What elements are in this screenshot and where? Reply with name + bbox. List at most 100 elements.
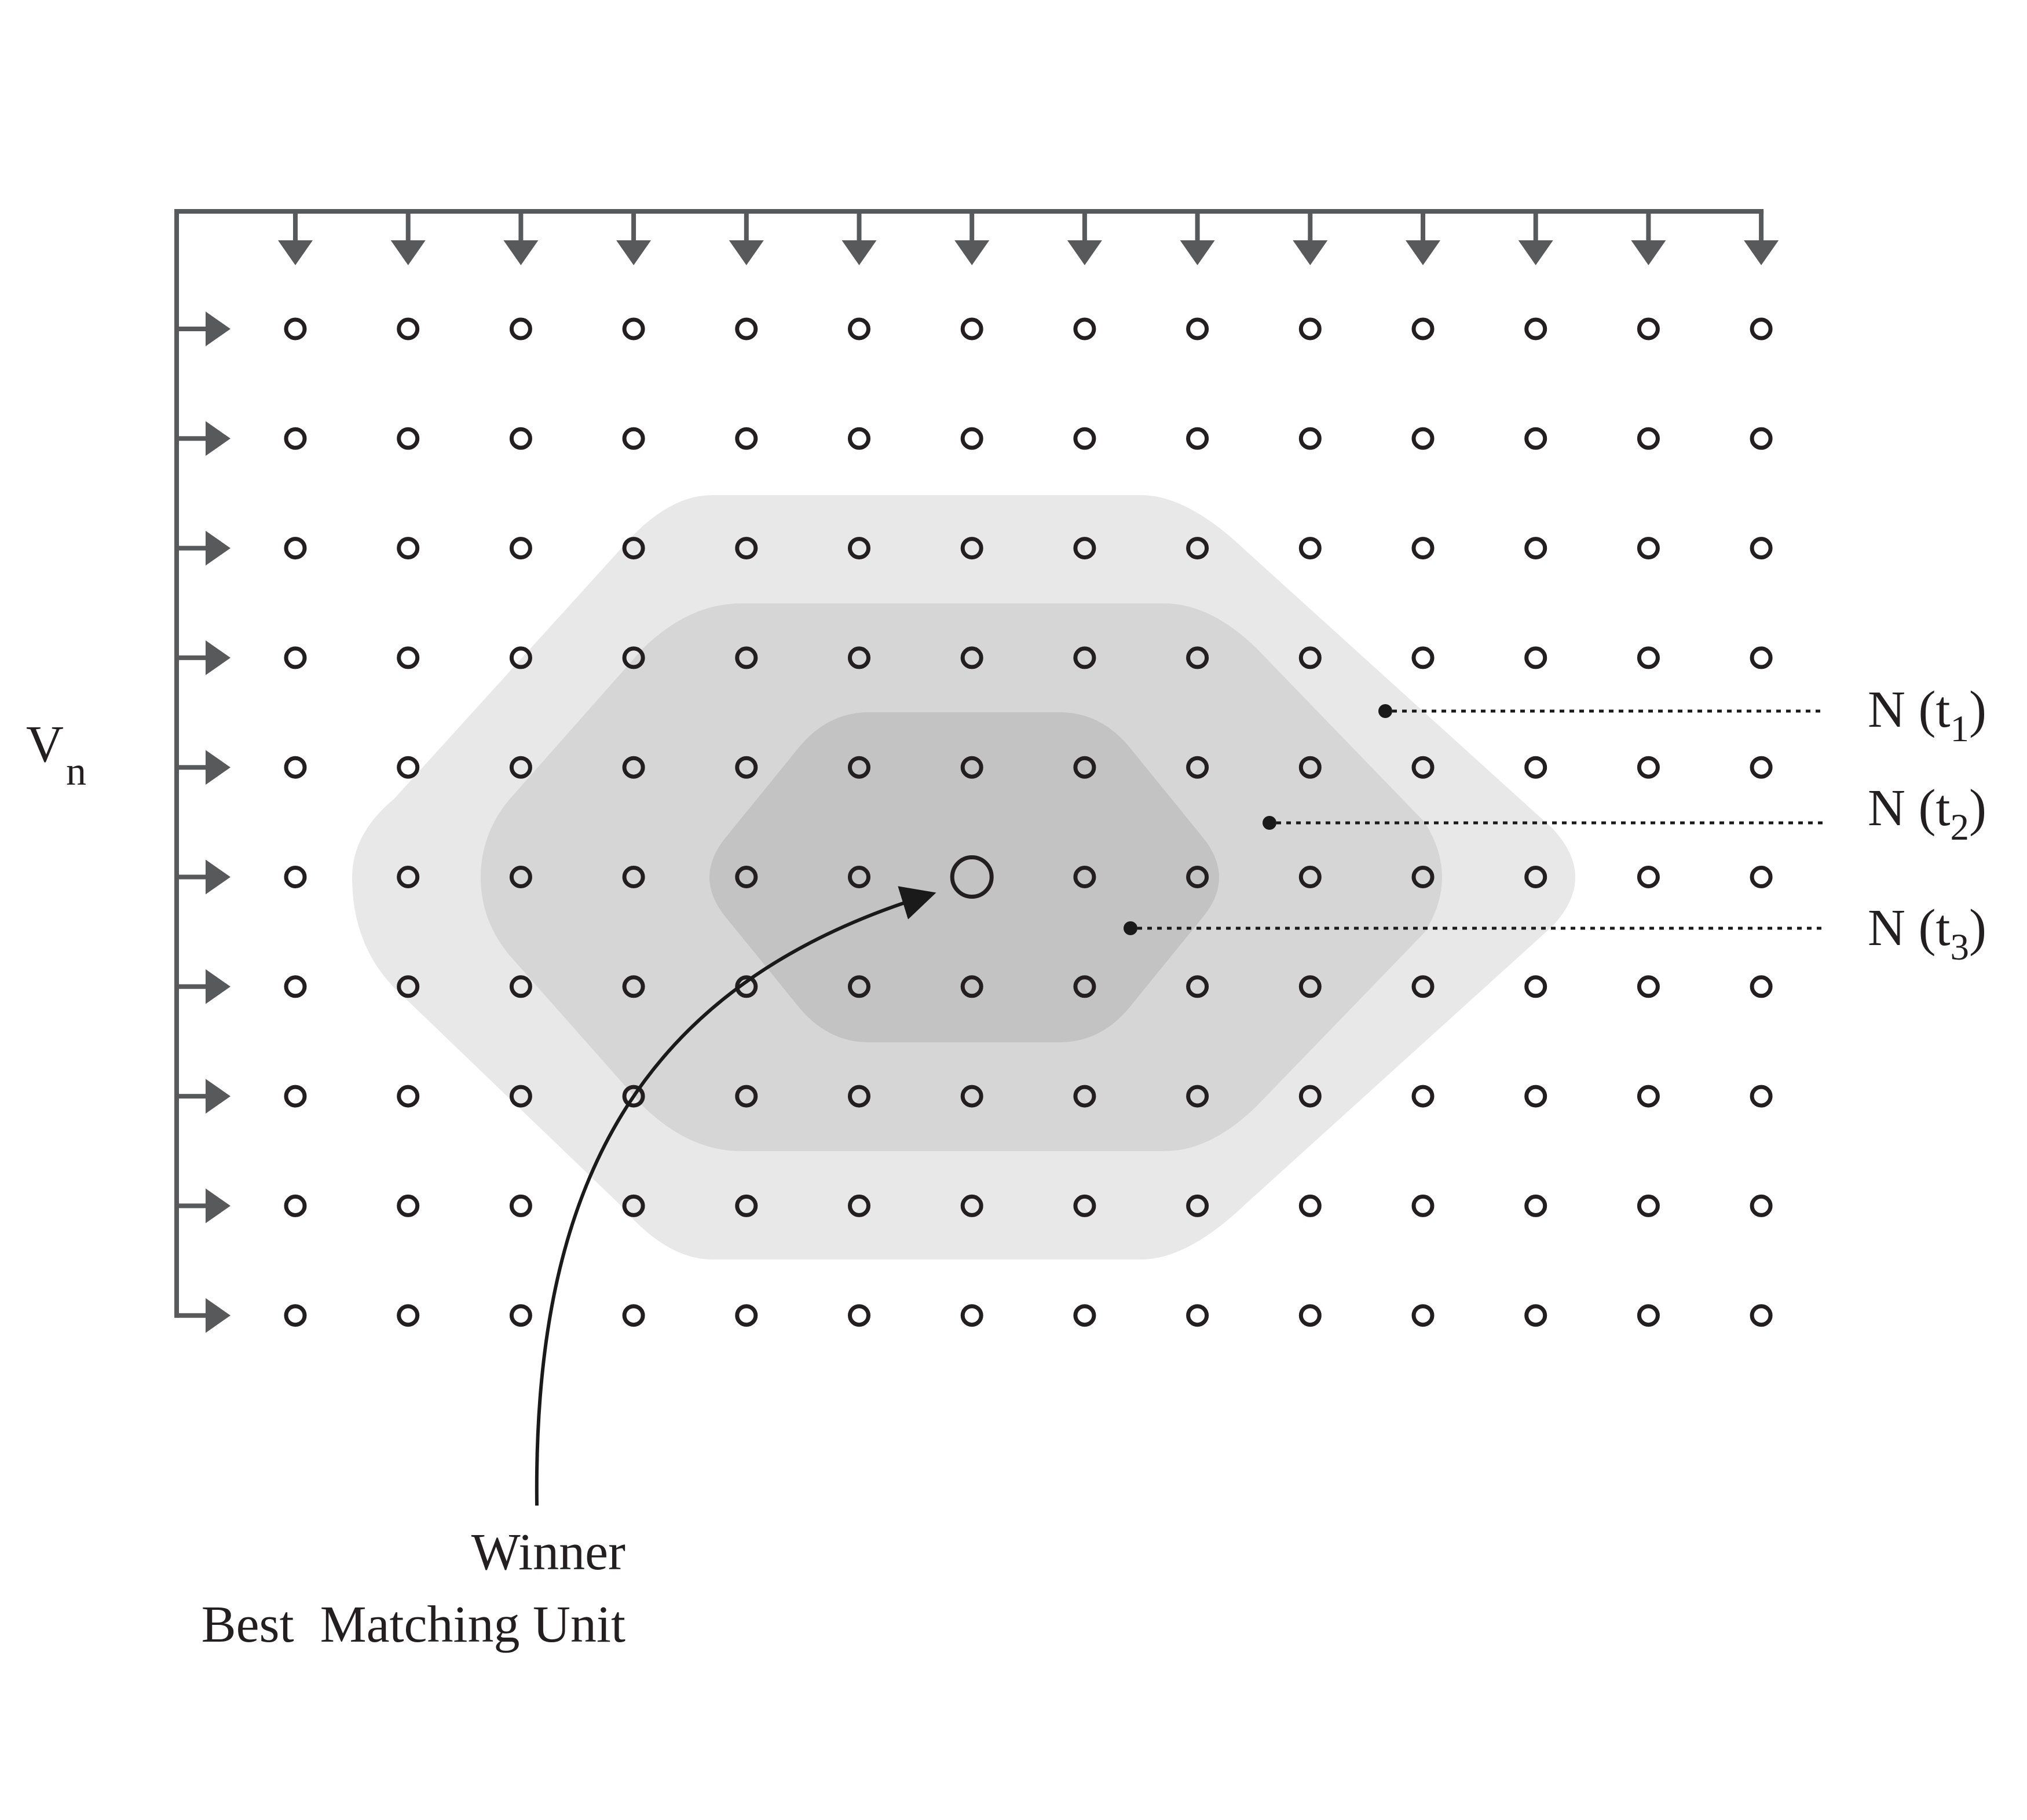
neuron-node — [284, 756, 307, 779]
neuron-node — [1411, 975, 1435, 998]
neuron-node — [1637, 1194, 1660, 1217]
input-vector-label: Vn — [26, 716, 86, 794]
neuron-node — [1750, 756, 1773, 779]
neuron-node — [397, 1085, 420, 1108]
neuron-node — [397, 537, 420, 560]
neuron-node — [1186, 1304, 1209, 1327]
neuron-node — [1637, 427, 1660, 450]
neuron-node — [735, 756, 758, 779]
label-t2-suffix: ) — [1969, 779, 1986, 837]
neuron-node — [848, 866, 870, 888]
input-column-arrowhead — [729, 240, 764, 265]
label-t3-suffix: ) — [1969, 899, 1986, 957]
neuron-node — [1524, 1304, 1547, 1327]
neuron-node — [397, 317, 420, 340]
best-matching-unit-label: Best Matching Unit — [202, 1596, 625, 1653]
neuron-node — [1298, 1194, 1322, 1217]
neuron-node — [1637, 646, 1660, 669]
neuron-node — [509, 1085, 532, 1108]
neuron-node — [735, 317, 758, 340]
input-column-arrowhead — [954, 240, 990, 265]
input-row-arrowhead — [206, 1188, 230, 1224]
neuron-node — [622, 537, 645, 560]
input-row-arrowhead — [206, 750, 230, 785]
neuron-node — [735, 646, 758, 669]
neuron-node — [960, 1085, 983, 1108]
neuron-node — [397, 756, 420, 779]
neuron-node — [1750, 537, 1773, 560]
neuron-node — [1411, 756, 1435, 779]
neuron-node — [397, 975, 420, 998]
leader-dot-t1 — [1378, 704, 1392, 718]
neuron-node — [1186, 975, 1209, 998]
input-column-arrowhead — [616, 240, 652, 265]
label-t2-subscript: 2 — [1950, 807, 1969, 848]
neuron-node — [1186, 1085, 1209, 1108]
neuron-node — [1298, 1085, 1322, 1108]
neuron-node — [1524, 1194, 1547, 1217]
input-column-arrowhead — [1406, 240, 1440, 265]
winner-neuron — [950, 855, 994, 899]
neuron-node — [960, 646, 983, 669]
neuron-node — [1073, 537, 1096, 560]
neuron-node — [960, 317, 983, 340]
neuron-node — [397, 866, 420, 888]
input-row-arrowhead — [206, 640, 230, 675]
neuron-node — [509, 756, 532, 779]
neuron-node — [735, 427, 758, 450]
neuron-node — [1524, 537, 1547, 560]
neuron-node — [397, 646, 420, 669]
neuron-node — [284, 975, 307, 998]
neuron-node — [1073, 756, 1096, 779]
neuron-node — [1750, 1194, 1773, 1217]
neuron-node — [622, 317, 645, 340]
neuron-node — [1524, 756, 1547, 779]
neuron-node — [960, 1194, 983, 1217]
neuron-node — [735, 1194, 758, 1217]
neuron-node — [1073, 646, 1096, 669]
neuron-node — [397, 427, 420, 450]
neuron-node — [509, 317, 532, 340]
neuron-node — [397, 1304, 420, 1327]
neuron-node — [1073, 866, 1096, 888]
input-column-arrowhead — [841, 240, 877, 265]
leader-dot-t3 — [1124, 921, 1137, 935]
neuron-node — [1073, 427, 1096, 450]
neuron-node — [1298, 646, 1322, 669]
input-column-arrowhead — [1067, 240, 1102, 265]
neuron-node — [960, 756, 983, 779]
neuron-node — [1186, 427, 1209, 450]
neuron-node — [1073, 317, 1096, 340]
neuron-node — [284, 317, 307, 340]
neuron-node — [1750, 866, 1773, 888]
neuron-node — [509, 537, 532, 560]
neuron-node — [735, 537, 758, 560]
neuron-node — [622, 756, 645, 779]
neuron-node — [1186, 537, 1209, 560]
neuron-node — [1750, 317, 1773, 340]
neuron-node — [1750, 1304, 1773, 1327]
label-neighborhood-t2: N (t2) — [1868, 779, 1986, 848]
neuron-node — [1637, 756, 1660, 779]
label-t2-prefix: N (t — [1868, 779, 1950, 837]
neuron-node — [622, 427, 645, 450]
neuron-node — [622, 1194, 645, 1217]
neuron-node — [1073, 1085, 1096, 1108]
neuron-node — [1750, 646, 1773, 669]
neuron-node — [1750, 975, 1773, 998]
input-column-arrowhead — [503, 240, 539, 265]
neuron-node — [1298, 866, 1322, 888]
input-row-arrowhead — [206, 1079, 230, 1114]
neuron-node — [1186, 756, 1209, 779]
neuron-node — [848, 537, 870, 560]
neuron-node — [1411, 1085, 1435, 1108]
neuron-node — [1186, 866, 1209, 888]
neuron-node — [1524, 646, 1547, 669]
neuron-node — [284, 1085, 307, 1108]
neuron-node — [848, 317, 870, 340]
neuron-node — [1411, 646, 1435, 669]
neuron-node — [284, 537, 307, 560]
label-neighborhood-t1: N (t1) — [1868, 681, 1986, 750]
